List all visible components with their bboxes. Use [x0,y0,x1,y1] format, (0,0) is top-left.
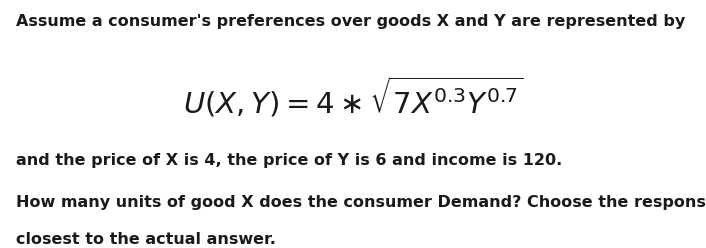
Text: Assume a consumer's preferences over goods X and Y are represented by: Assume a consumer's preferences over goo… [16,14,685,29]
Text: How many units of good X does the consumer Demand? Choose the response: How many units of good X does the consum… [16,195,706,210]
Text: $U(X,Y) = 4 \ast \sqrt{7X^{0.3}Y^{0.7}}$: $U(X,Y) = 4 \ast \sqrt{7X^{0.3}Y^{0.7}}$ [183,74,523,119]
Text: and the price of X is 4, the price of Y is 6 and income is 120.: and the price of X is 4, the price of Y … [16,153,562,167]
Text: closest to the actual answer.: closest to the actual answer. [16,232,275,247]
